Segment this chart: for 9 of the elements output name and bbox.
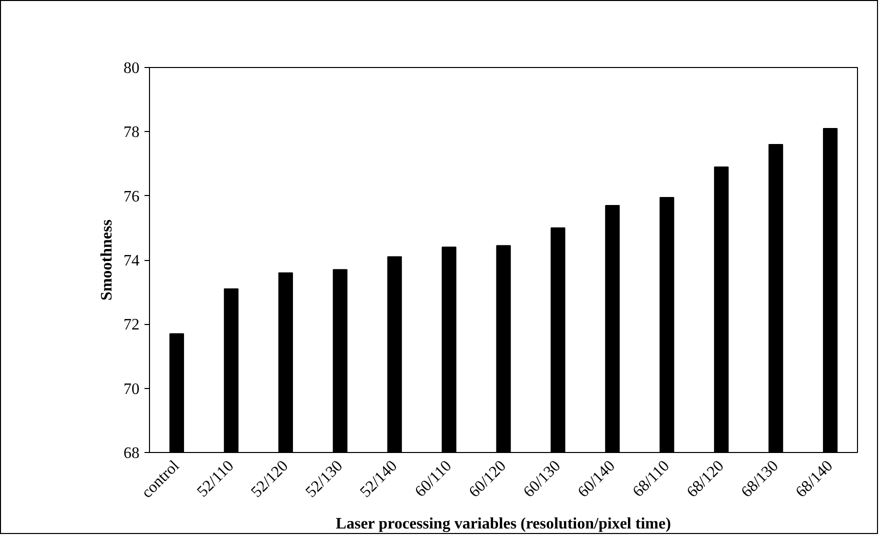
y-tick-label: 68 [124,445,140,462]
x-axis-title: Laser processing variables (resolution/pixel time) [336,516,671,533]
y-tick-label: 78 [124,124,140,142]
y-tick-label: 76 [124,188,140,206]
y-tick-label: 80 [124,60,140,77]
y-axis-title: Smoothness [98,220,116,300]
y-tick-label: 70 [124,380,140,398]
y-tick-label: 72 [124,316,140,334]
y-tick-label: 74 [124,252,140,270]
